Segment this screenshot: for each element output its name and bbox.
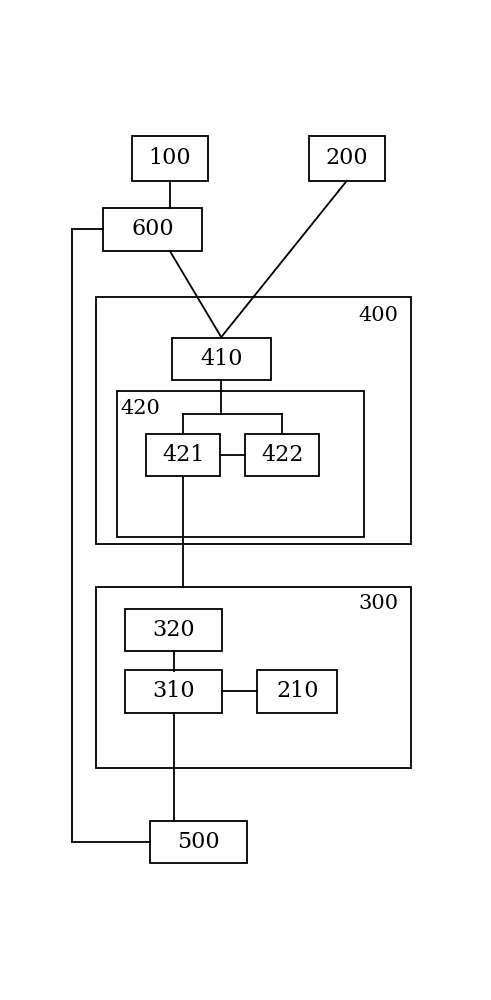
Bar bbox=[132, 136, 208, 181]
Bar bbox=[125, 609, 222, 651]
Bar bbox=[146, 434, 220, 476]
Bar bbox=[116, 391, 364, 537]
Text: 421: 421 bbox=[162, 444, 204, 466]
Bar bbox=[125, 670, 222, 713]
Bar bbox=[172, 338, 271, 380]
Text: 500: 500 bbox=[177, 831, 219, 853]
Text: 100: 100 bbox=[148, 147, 191, 169]
Text: 200: 200 bbox=[326, 147, 368, 169]
Text: 420: 420 bbox=[120, 399, 160, 418]
Text: 210: 210 bbox=[276, 680, 319, 702]
Text: 300: 300 bbox=[358, 594, 398, 613]
Bar bbox=[103, 208, 202, 251]
Text: 410: 410 bbox=[200, 348, 243, 370]
Bar bbox=[309, 136, 385, 181]
Text: 422: 422 bbox=[261, 444, 303, 466]
Text: 400: 400 bbox=[358, 306, 398, 325]
Bar bbox=[96, 297, 411, 544]
Bar bbox=[150, 821, 247, 863]
Bar bbox=[96, 587, 411, 768]
Bar bbox=[257, 670, 337, 713]
Text: 600: 600 bbox=[132, 218, 174, 240]
Text: 310: 310 bbox=[152, 680, 195, 702]
Text: 320: 320 bbox=[152, 619, 195, 641]
Bar bbox=[245, 434, 319, 476]
